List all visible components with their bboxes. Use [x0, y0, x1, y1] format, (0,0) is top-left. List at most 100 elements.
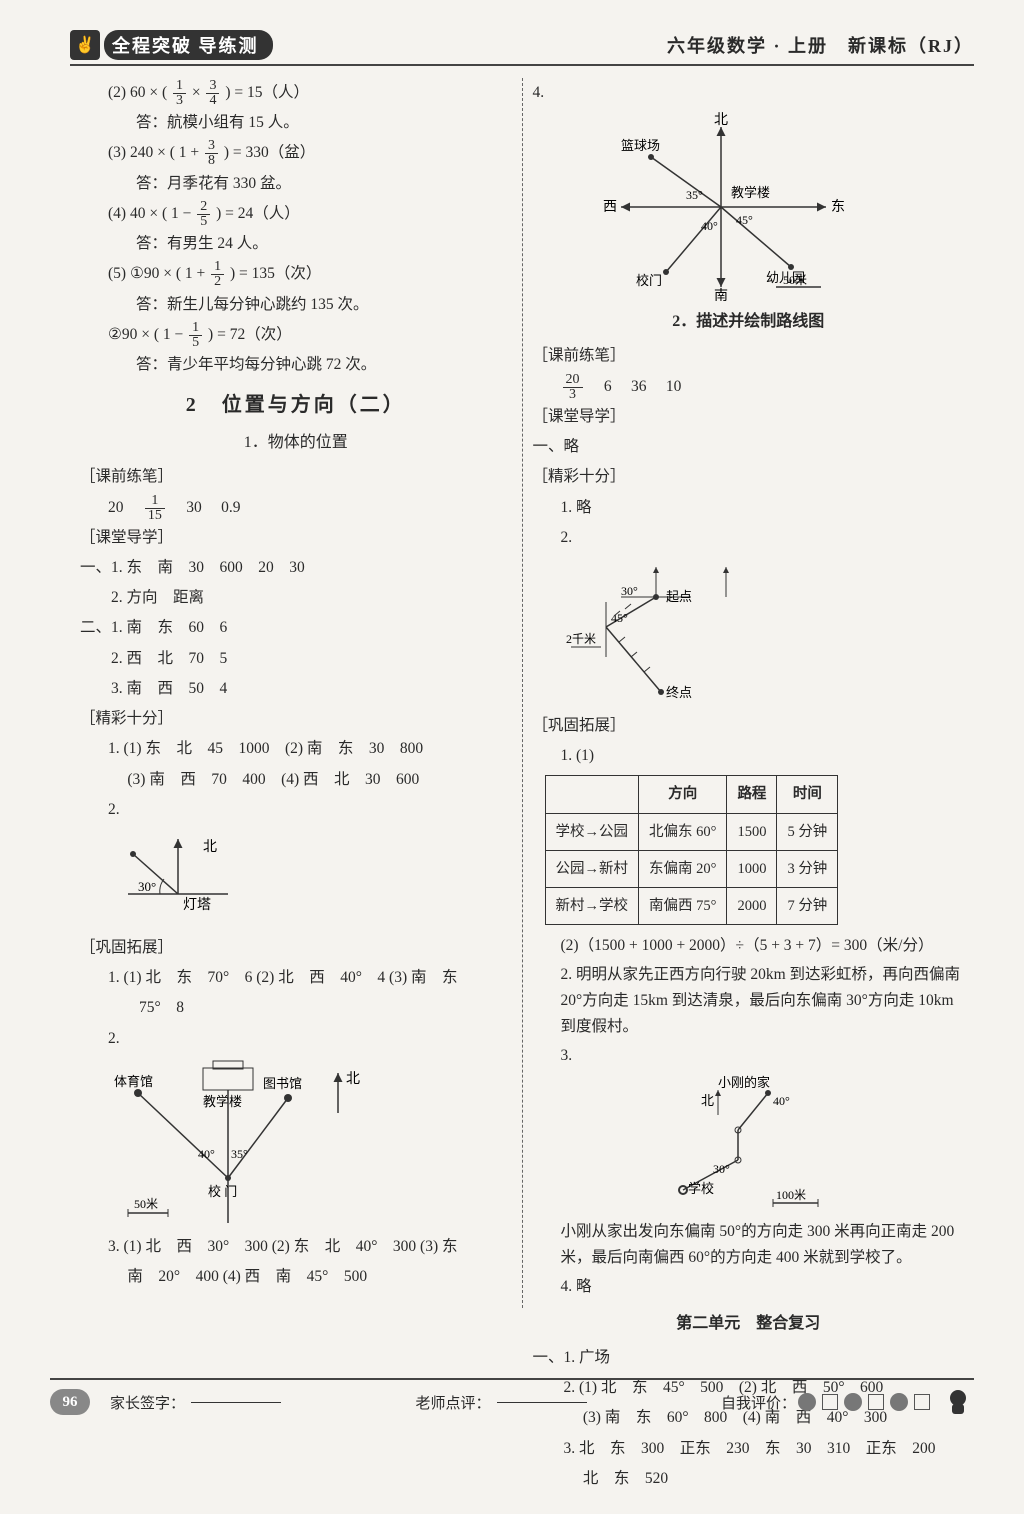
lh-label: 灯塔	[183, 897, 211, 913]
item-3: (3) 240 × ( 1 + 38 ) = 330（盆）	[80, 138, 512, 168]
item-5-1-pre: ①90 × ( 1 +	[130, 265, 209, 282]
wg-3: 3. (1) 北 西 30° 300 (2) 东 北 40° 300 (3) 东	[80, 1232, 512, 1262]
item-3-answer: 答：月季花有 330 盆。	[80, 169, 512, 199]
u-1: 一、1. 广场	[533, 1343, 965, 1373]
r-kqlb: ［课前练笔］	[533, 341, 965, 371]
cp-jxl: 教学楼	[731, 185, 770, 200]
compass-svg: 北 南 西 东 篮球场 幼儿园 校门 教学楼 35° 45° 40°	[561, 112, 881, 302]
item-5-2-answer: 答：青少年平均每分钟心跳 72 次。	[80, 350, 512, 380]
frac-1-15: 115	[145, 494, 165, 523]
lh-north: 北	[203, 839, 217, 855]
rt-end: 终点	[666, 685, 692, 700]
teacher-blank	[497, 1402, 587, 1403]
wg-1: 1. (1) 北 东 70° 6 (2) 北 西 40° 4 (3) 南 东	[80, 963, 512, 993]
right-column: 4. 北 南 西 东 篮球场 幼儿园	[523, 78, 975, 1494]
page-number-badge: 96	[50, 1389, 90, 1415]
rt-scale: 2千米	[566, 632, 596, 646]
frac-1-3: 13	[173, 79, 186, 108]
sm-north: 北	[346, 1071, 360, 1087]
item-2-expr-pre: 60 × (	[130, 84, 167, 101]
frac-3-8: 38	[205, 139, 218, 168]
r-kqlb-vals: 203 6 36 10	[533, 372, 965, 402]
sm-jxl: 教学楼	[203, 1094, 242, 1109]
item-3-pre: 240 × ( 1 +	[130, 144, 203, 161]
teacher-label: 老师点评：	[416, 1392, 491, 1413]
rt-a1: 30°	[621, 584, 638, 598]
page-header: ✌ 全程突破 导练测 六年级数学 · 上册 新课标（RJ）	[70, 30, 974, 66]
sm-a1: 40°	[198, 1147, 215, 1161]
item-5-2-post: ) = 72（次）	[208, 326, 292, 343]
td-t0: 5 分钟	[777, 813, 838, 850]
cp-a3: 40°	[701, 219, 718, 233]
cp-east: 东	[831, 199, 845, 215]
item-5-2: ②90 × ( 1 − 15 ) = 72（次）	[80, 320, 512, 350]
kt-1-1: 一、1. 东 南 30 600 20 30	[80, 553, 512, 583]
table-header-row: 方向 路程 时间	[545, 776, 838, 813]
item-3-num: (3)	[108, 144, 126, 161]
cp-west: 西	[603, 200, 617, 215]
u-3b: 北 东 520	[533, 1464, 965, 1494]
bracket-gonggu: ［巩固拓展］	[80, 933, 512, 963]
jc-2: 2.	[80, 795, 512, 825]
r-ktdx: ［课堂导学］	[533, 402, 965, 432]
item-5-1: (5) ①90 × ( 1 + 12 ) = 135（次）	[80, 259, 512, 289]
self-eval-label: 自我评价：	[721, 1392, 796, 1413]
r-wg2: 2. 明明从家先正西方向行驶 20km 到达彩虹桥，再向西偏南 20°方向走 1…	[533, 962, 965, 1041]
bracket-jingcaishifen: ［精彩十分］	[80, 704, 512, 734]
td-r2: 新村→学校	[545, 888, 639, 925]
item-5-2-pre: ②90 × ( 1 −	[108, 326, 187, 343]
section-2-title: 2 位置与方向（二）	[80, 386, 512, 425]
th-dist: 路程	[727, 776, 777, 813]
item-5-1-answer: 答：新生儿每分钟心跳约 135 次。	[80, 290, 512, 320]
diagram-lighthouse: 30° 北 灯塔	[108, 829, 512, 929]
th-dir: 方向	[639, 776, 727, 813]
xg-svg: 小刚的家 北 40° 30° 学校 100米	[623, 1075, 853, 1215]
wg-2: 2.	[80, 1024, 512, 1054]
kq-c: 36	[631, 378, 647, 395]
r-4: 4.	[533, 78, 965, 108]
schoolmap-svg: 北 教学楼 体育馆 图书馆 40° 35° 校 门	[108, 1058, 368, 1228]
sm-scale: 50米	[134, 1197, 158, 1211]
kt-2-1: 二、1. 南 东 60 6	[80, 613, 512, 643]
td-d0: 北偏东 60°	[639, 813, 727, 850]
sm-a2: 35°	[231, 1147, 248, 1161]
section-2-subtitle: 1．物体的位置	[80, 427, 512, 458]
kt-2-2: 2. 西 北 70 5	[80, 644, 512, 674]
sm-tsg: 图书馆	[263, 1076, 302, 1091]
lighthouse-svg: 30° 北 灯塔	[108, 829, 258, 929]
checkbox-2[interactable]	[868, 1394, 884, 1410]
wg-3b: 南 20° 400 (4) 西 南 45° 500	[80, 1262, 512, 1292]
logo-badge-icon: ✌	[70, 30, 100, 60]
bracket-keqianlianbi: ［课前练笔］	[80, 462, 512, 492]
td-d2: 南偏西 75°	[639, 888, 727, 925]
r-wg1-2: (2)（1500 + 1000 + 2000）÷（5 + 3 + 7）= 300…	[533, 931, 965, 961]
item-2-post: ) = 15（人）	[225, 84, 309, 101]
r-jcsf: ［精彩十分］	[533, 462, 965, 492]
route-table: 方向 路程 时间 学校→公园 北偏东 60° 1500 5 分钟 公园→新村 东…	[545, 775, 839, 925]
section-2b-title: 2．描述并绘制路线图	[533, 306, 965, 337]
td-t2: 7 分钟	[777, 888, 838, 925]
table-row: 新村→学校 南偏西 75° 2000 7 分钟	[545, 888, 838, 925]
r-wg4: 4. 略	[533, 1272, 965, 1302]
face-neutral-icon	[844, 1393, 862, 1411]
td-s0: 1500	[727, 813, 777, 850]
r-wg3-ans: 小刚从家出发向东偏南 50°的方向走 300 米再向正南走 200 米，最后向南…	[533, 1219, 965, 1272]
cp-bb: 篮球场	[621, 138, 660, 153]
kqlb-a: 20	[108, 499, 124, 516]
u-3: 3. 北 东 300 正东 230 东 30 310 正东 200	[533, 1434, 965, 1464]
checkbox-3[interactable]	[914, 1394, 930, 1410]
td-s2: 2000	[727, 888, 777, 925]
xg-north: 北	[701, 1093, 714, 1108]
bracket-ketangdaoxue: ［课堂导学］	[80, 523, 512, 553]
item-5-num: (5)	[108, 265, 126, 282]
kt-2-3: 3. 南 西 50 4	[80, 674, 512, 704]
jc-1: 1. (1) 东 北 45 1000 (2) 南 东 30 800	[80, 734, 512, 764]
checkbox-1[interactable]	[822, 1394, 838, 1410]
cp-south: 南	[714, 288, 728, 302]
item-5-1-post: ) = 135（次）	[230, 265, 321, 282]
item-4-pre: 40 × ( 1 −	[130, 205, 195, 222]
mascot-icon	[942, 1386, 974, 1418]
cp-north: 北	[714, 112, 728, 128]
header-right-title: 六年级数学 · 上册 新课标（RJ）	[667, 32, 974, 58]
table-row: 公园→新村 东偏南 20° 1000 3 分钟	[545, 850, 838, 887]
